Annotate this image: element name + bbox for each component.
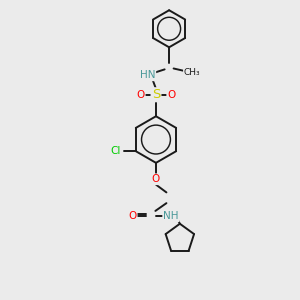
Text: S: S — [152, 88, 160, 101]
Text: HN: HN — [140, 70, 155, 80]
Text: O: O — [167, 90, 175, 100]
Text: O: O — [136, 90, 145, 100]
Text: Cl: Cl — [111, 146, 121, 156]
Text: CH₃: CH₃ — [184, 68, 200, 77]
Text: O: O — [152, 174, 160, 184]
Text: O: O — [128, 211, 136, 221]
Text: NH: NH — [163, 211, 179, 221]
